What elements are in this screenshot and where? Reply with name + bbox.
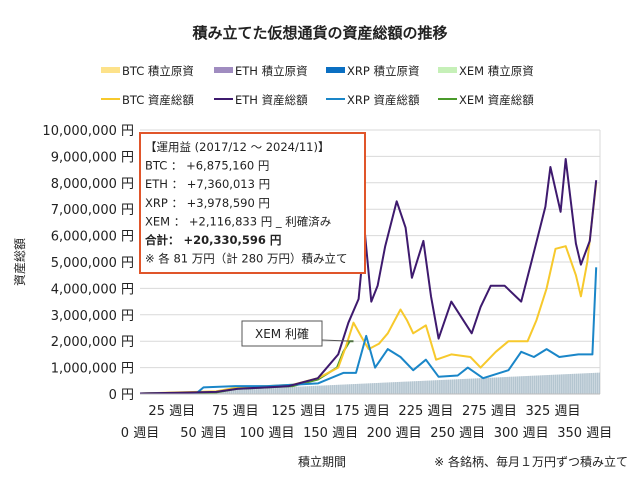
legend-swatch [101,67,120,73]
x-tick-label: 75 週目 [212,404,259,419]
x-tick-label: 350 週目 [557,426,612,441]
y-tick-label: 0 円 [109,388,134,403]
chart-title: 積み立てた仮想通貨の資産総額の推移 [191,24,447,42]
y-tick-label: 6,000,000 円 [51,230,134,245]
x-tick-label: 100 週目 [240,426,295,441]
y-tick-label: 8,000,000 円 [51,177,134,192]
series-line-xrp [139,267,598,395]
x-axis: 0 週目 25 週目 50 週目 75 週目 100 週目 125 週目 150 週目 175… [121,393,612,441]
x-tick-label: 150 週目 [303,426,358,441]
summary-line: BTC ： +6,875,160 円 [145,159,269,173]
legend-label: ETH 資産総額 [235,93,308,107]
x-tick-label: 0 週目 [121,426,159,441]
x-tick-label: 300 週目 [494,426,549,441]
summary-line: ※ 各 81 万円（計 280 万円）積み立て [145,252,348,266]
y-tick-label: 10,000,000 円 [42,124,134,139]
y-tick-label: 2,000,000 円 [51,335,134,350]
xem-callout: XEM 利確 [241,320,354,347]
legend-label: XEM 資産総額 [459,93,534,107]
x-tick-label: 225 週目 [398,404,453,419]
legend-swatch [326,67,345,73]
legend-label: XEM 積立原資 [459,64,534,78]
legend-label: BTC 積立原資 [122,64,194,78]
series-line-eth [139,158,598,395]
y-axis: 0 円 1,000,000 円 2,000,000 円 3,000,000 円 4,00… [42,124,134,403]
y-tick-label: 5,000,000 円 [51,256,134,271]
x-tick-label: 175 週目 [335,404,390,419]
legend-swatch [214,67,233,73]
legend-label: XRP 積立原資 [347,64,419,78]
summary-line: ETH ： +7,360,013 円 [145,177,270,191]
y-tick-label: 7,000,000 円 [51,203,134,218]
legend-label: BTC 資産総額 [122,93,194,107]
x-tick-label: 25 週目 [148,404,195,419]
y-tick-label: 9,000,000 円 [51,150,134,165]
summary-line: 【運用益 (2017/12 ～ 2024/11)】 [145,140,330,154]
legend-swatch [438,67,457,73]
x-tick-label: 325 週目 [526,404,581,419]
callout-leader [321,339,354,342]
summary-box: 【運用益 (2017/12 ～ 2024/11)】 BTC ： +6,875,16… [139,132,366,274]
y-axis-label: 資産総額 [12,238,27,286]
summary-line: XRP ： +3,978,590 円 [145,196,270,210]
callout-label: XEM 利確 [255,326,309,341]
x-tick-label: 250 週目 [430,426,485,441]
y-tick-label: 4,000,000 円 [51,282,134,297]
legend-label: XRP 資産総額 [347,93,420,107]
x-tick-label: 275 週目 [462,404,517,419]
legend-label: ETH 積立原資 [235,64,308,78]
y-tick-label: 3,000,000 円 [51,309,134,324]
footnote: ※ 各銘柄、毎月１万円ずつ積み立て [434,454,628,469]
callout-frame [241,320,323,347]
summary-line: 合計： +20,330,596 円 [145,233,281,247]
legend: BTC 積立原資 ETH 積立原資 XRP 積立原資 XEM 積立原資 BTC 資産総額… [101,64,534,107]
x-axis-label: 積立期間 [298,454,346,469]
x-tick-label: 125 週目 [271,404,326,419]
series-lines [139,158,598,395]
x-tick-label: 50 週目 [180,426,227,441]
summary-line: XEM ： +2,116,833 円 _ 利確済み [145,214,331,228]
summary-box-frame [139,132,366,274]
x-tick-label: 200 週目 [367,426,422,441]
y-tick-label: 1,000,000 円 [51,362,134,377]
